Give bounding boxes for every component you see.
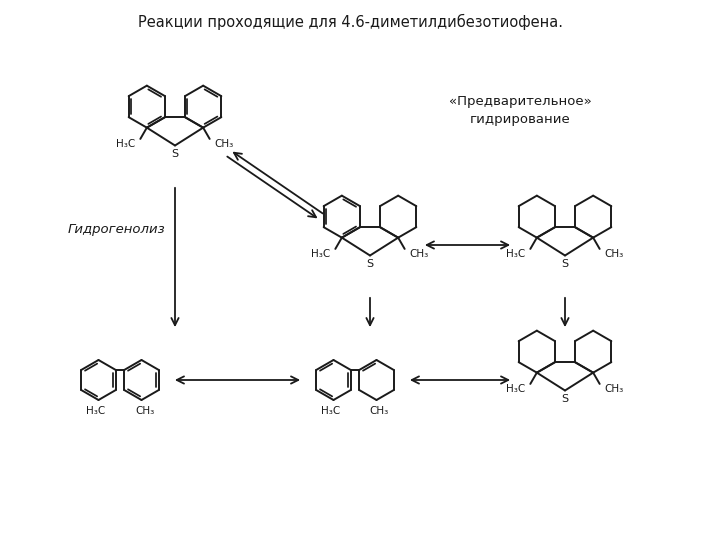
Text: CH₃: CH₃ (370, 406, 389, 416)
Text: S: S (171, 148, 179, 159)
Text: H₃C: H₃C (116, 139, 135, 149)
Text: H₃C: H₃C (506, 384, 526, 394)
Text: CH₃: CH₃ (605, 249, 624, 259)
Text: H₃C: H₃C (506, 249, 526, 259)
Text: Гидрогенолиз: Гидрогенолиз (68, 224, 166, 237)
Text: H₃C: H₃C (86, 406, 105, 416)
Text: H₃C: H₃C (311, 249, 330, 259)
Text: S: S (562, 394, 569, 403)
Text: CH₃: CH₃ (215, 139, 234, 149)
Text: H₃C: H₃C (321, 406, 340, 416)
Text: S: S (562, 259, 569, 268)
Text: S: S (366, 259, 374, 268)
Text: CH₃: CH₃ (605, 384, 624, 394)
Text: CH₃: CH₃ (135, 406, 154, 416)
Text: Реакции проходящие для 4.6-диметилдибезотиофена.: Реакции проходящие для 4.6-диметилдибезо… (138, 14, 562, 30)
Text: «Предварительное»
гидрирование: «Предварительное» гидрирование (449, 94, 591, 125)
Text: CH₃: CH₃ (410, 249, 429, 259)
